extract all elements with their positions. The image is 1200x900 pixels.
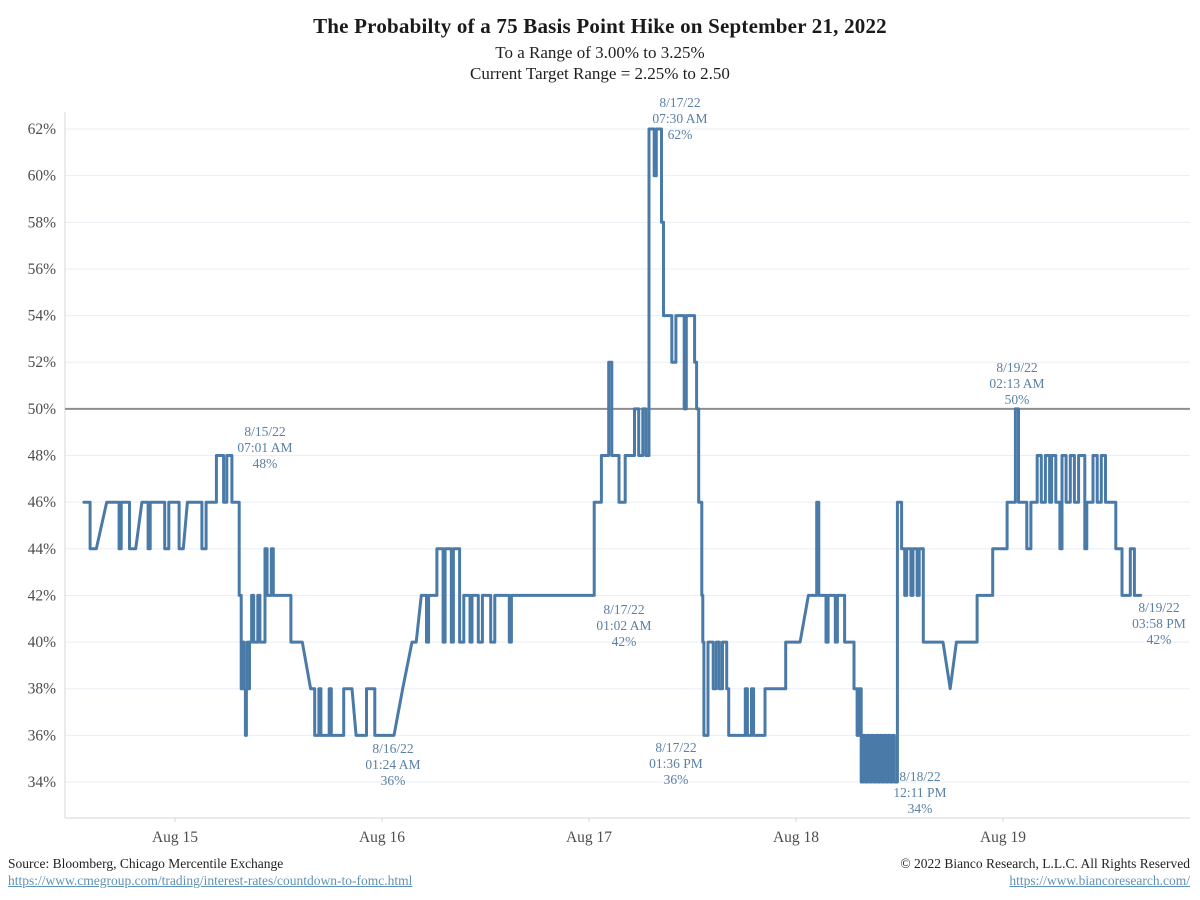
- y-tick-label-34: 34%: [28, 774, 57, 791]
- y-tick-label-48: 48%: [28, 448, 57, 465]
- chart-title: The Probabilty of a 75 Basis Point Hike …: [313, 14, 887, 38]
- source-text: Source: Bloomberg, Chicago Mercentile Ex…: [8, 856, 284, 871]
- x-tick-label-Aug-15: Aug 15: [152, 829, 198, 846]
- series-line: [82, 127, 1143, 784]
- chart-subtitle-range: To a Range of 3.00% to 3.25%: [495, 43, 705, 62]
- annotation-8-19-22-42%: 8/19/22 03:58 PM 42%: [1132, 600, 1186, 647]
- annotation-8-17-22-62%: 8/17/22 07:30 AM 62%: [652, 95, 707, 142]
- y-tick-label-50: 50%: [28, 401, 57, 418]
- annotation-8-19-22-50%: 8/19/22 02:13 AM 50%: [989, 360, 1044, 407]
- y-tick-label-60: 60%: [28, 168, 57, 185]
- y-tick-label-46: 46%: [28, 494, 57, 511]
- x-tick-label-Aug-19: Aug 19: [980, 829, 1026, 846]
- x-tick-label-Aug-16: Aug 16: [359, 829, 405, 846]
- y-tick-label-56: 56%: [28, 261, 57, 278]
- annotation-8-16-22-36%: 8/16/22 01:24 AM 36%: [365, 741, 420, 788]
- footer-copyright: © 2022 Bianco Research, L.L.C. All Right…: [900, 855, 1190, 889]
- y-tick-label-36: 36%: [28, 727, 57, 744]
- annotation-8-17-22-36%: 8/17/22 01:36 PM 36%: [649, 740, 703, 787]
- y-tick-label-54: 54%: [28, 308, 57, 325]
- site-link[interactable]: https://www.biancoresearch.com/: [1009, 873, 1190, 888]
- annotation-8-17-22-42%: 8/17/22 01:02 AM 42%: [596, 602, 651, 649]
- chart-subtitle-current-target: Current Target Range = 2.25% to 2.50: [470, 64, 730, 83]
- y-tick-label-62: 62%: [28, 121, 57, 138]
- y-tick-label-58: 58%: [28, 214, 57, 231]
- x-tick-label-Aug-18: Aug 18: [773, 829, 819, 846]
- source-link[interactable]: https://www.cmegroup.com/trading/interes…: [8, 873, 413, 888]
- copyright-text: © 2022 Bianco Research, L.L.C. All Right…: [900, 856, 1190, 871]
- y-tick-label-42: 42%: [28, 587, 57, 604]
- annotation-8-15-22-48%: 8/15/22 07:01 AM 48%: [237, 424, 292, 471]
- y-tick-label-52: 52%: [28, 354, 57, 371]
- y-tick-label-40: 40%: [28, 634, 57, 651]
- x-tick-label-Aug-17: Aug 17: [566, 829, 612, 846]
- annotation-8-18-22-34%: 8/18/22 12:11 PM 34%: [893, 769, 946, 816]
- y-tick-label-44: 44%: [28, 541, 57, 558]
- footer-source: Source: Bloomberg, Chicago Mercentile Ex…: [8, 855, 412, 889]
- y-tick-label-38: 38%: [28, 681, 57, 698]
